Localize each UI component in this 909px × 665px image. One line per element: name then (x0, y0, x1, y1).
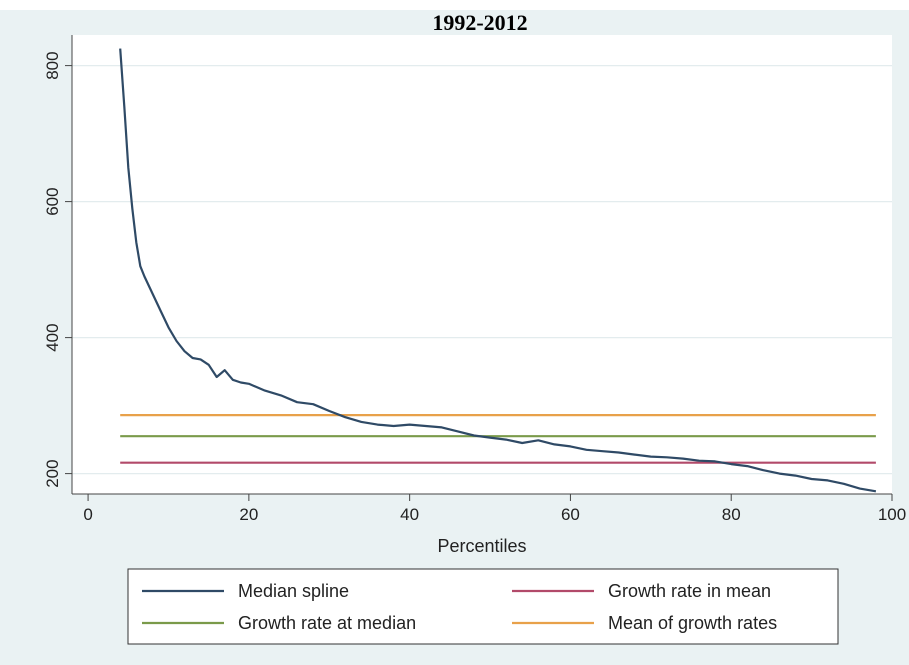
legend-label: Growth rate at median (238, 613, 416, 633)
x-tick-label: 80 (722, 505, 741, 524)
x-tick-label: 60 (561, 505, 580, 524)
legend-label: Growth rate in mean (608, 581, 771, 601)
series-line-median-spline (119, 48, 877, 493)
x-tick-label: 40 (400, 505, 419, 524)
y-tick-label: 400 (43, 323, 62, 351)
plot-background (72, 35, 892, 494)
legend-label: Median spline (238, 581, 349, 601)
x-tick-label: 20 (239, 505, 258, 524)
y-tick-label: 800 (43, 51, 62, 79)
legend-label: Mean of growth rates (608, 613, 777, 633)
axes: 0 20 40 60 80 100 200 400 600 800 (43, 35, 906, 524)
chart-title: 1992-2012 (432, 10, 527, 35)
x-tick-label: 0 (83, 505, 92, 524)
legend: Median spline Growth rate in mean Growth r… (127, 568, 839, 645)
legend-box (127, 568, 839, 645)
y-tick-label: 200 (43, 459, 62, 487)
y-tick-label: 600 (43, 187, 62, 215)
series-layer (119, 48, 877, 493)
x-tick-label: 100 (878, 505, 906, 524)
x-axis-title: Percentiles (437, 536, 526, 556)
grid-lines (72, 64, 892, 475)
